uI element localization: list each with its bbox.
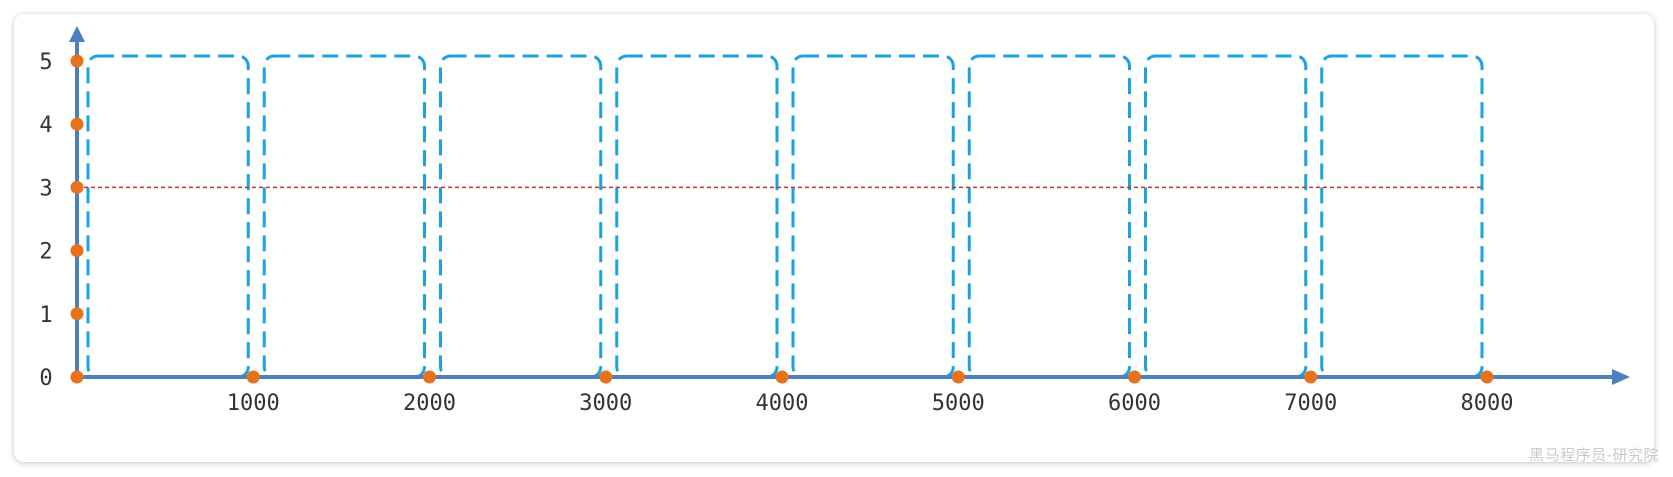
x-tick-label-6000: 6000 bbox=[1108, 391, 1161, 416]
window-box-4 bbox=[615, 54, 779, 379]
y-tick-label-3: 3 bbox=[39, 176, 52, 201]
watermark: 黑马程序员-研究院 bbox=[1529, 446, 1659, 464]
x-axis-dot-5000 bbox=[951, 370, 965, 384]
x-tick-label-4000: 4000 bbox=[756, 391, 809, 416]
x-tick-label-7000: 7000 bbox=[1284, 391, 1337, 416]
window-box-6 bbox=[967, 54, 1131, 379]
x-tick-label-2000: 2000 bbox=[403, 391, 456, 416]
x-axis-arrow bbox=[1612, 369, 1630, 385]
y-axis-dot-2 bbox=[70, 244, 84, 258]
x-axis-dot-7000 bbox=[1304, 370, 1318, 384]
x-axis-dot-4000 bbox=[775, 370, 789, 384]
x-axis-dot-3000 bbox=[599, 370, 613, 384]
y-axis-dot-5 bbox=[70, 54, 84, 68]
y-axis-dot-3 bbox=[70, 180, 84, 194]
window-box-3 bbox=[439, 54, 603, 379]
y-tick-label-0: 0 bbox=[39, 366, 52, 391]
y-axis-dot-4 bbox=[70, 117, 84, 131]
y-tick-label-4: 4 bbox=[39, 113, 52, 138]
diagram-card bbox=[14, 14, 1654, 462]
x-tick-label-3000: 3000 bbox=[579, 391, 632, 416]
x-axis-dot-6000 bbox=[1128, 370, 1141, 384]
x-tick-label-5000: 5000 bbox=[932, 391, 985, 416]
window-box-1 bbox=[86, 54, 250, 379]
window-box-5 bbox=[791, 54, 955, 379]
window-box-7 bbox=[1144, 54, 1308, 379]
y-tick-label-2: 2 bbox=[39, 240, 52, 265]
window-box-8 bbox=[1320, 54, 1484, 379]
x-tick-label-8000: 8000 bbox=[1461, 391, 1514, 416]
y-tick-label-1: 1 bbox=[39, 303, 52, 328]
x-tick-label-1000: 1000 bbox=[227, 391, 280, 416]
y-tick-label-5: 5 bbox=[39, 50, 52, 75]
y-axis-dot-1 bbox=[70, 307, 84, 321]
x-axis-dot-8000 bbox=[1480, 370, 1494, 384]
window-box-2 bbox=[262, 54, 426, 379]
y-axis-arrow bbox=[69, 26, 85, 42]
x-axis-dot-1000 bbox=[246, 370, 260, 384]
x-axis-dot-2000 bbox=[423, 370, 436, 384]
y-axis-dot-0 bbox=[70, 370, 84, 384]
